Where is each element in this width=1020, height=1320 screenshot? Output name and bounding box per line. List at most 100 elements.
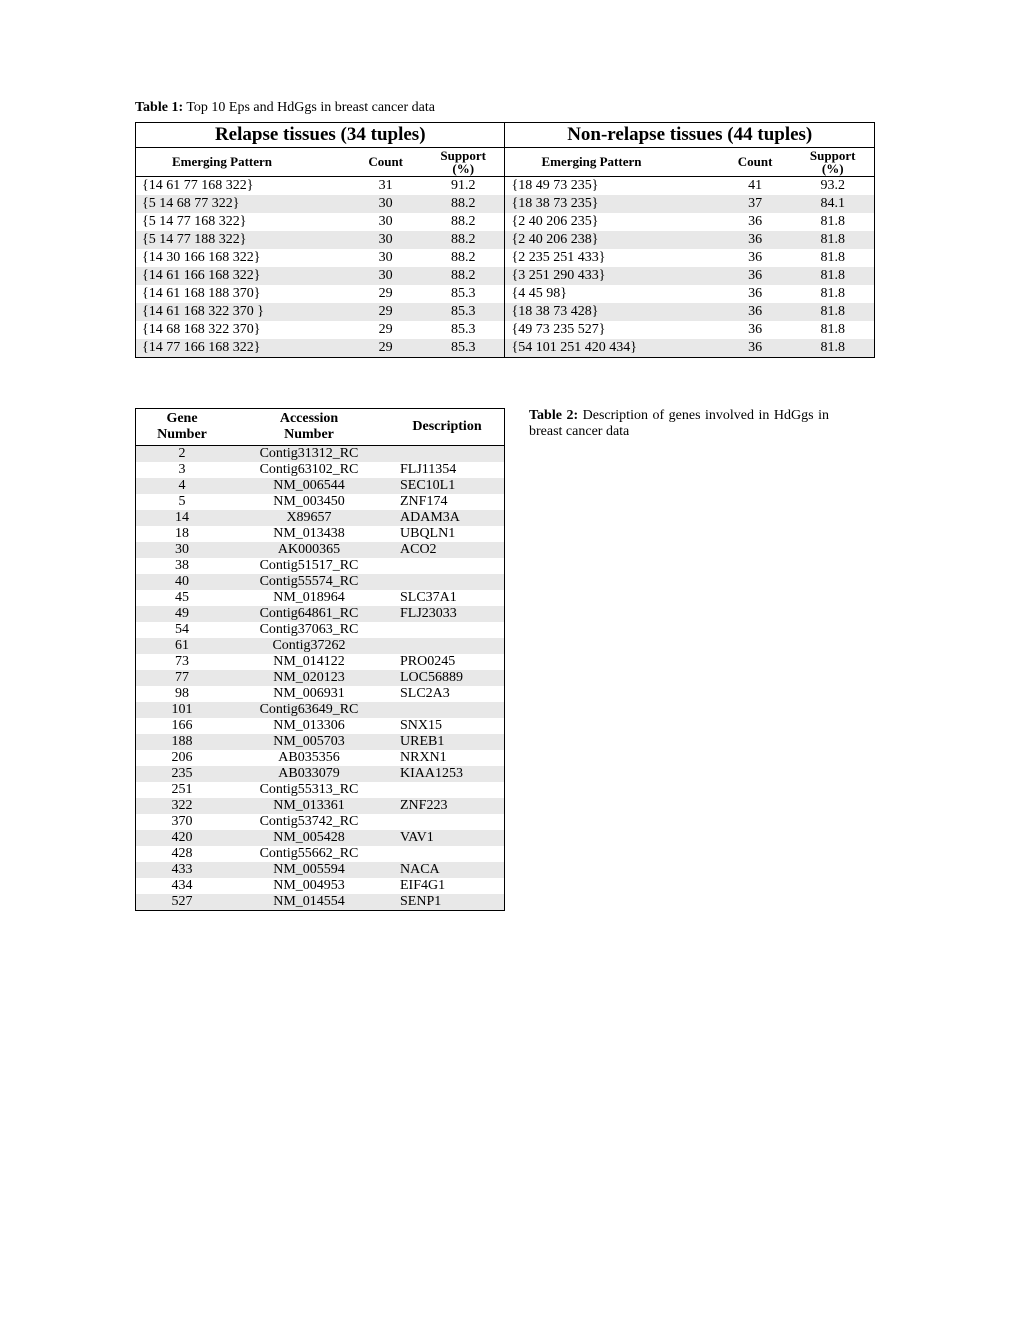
cell: 85.3 xyxy=(422,303,505,321)
table-row: 14X89657ADAM3A xyxy=(136,510,505,526)
table-row: 434NM_004953EIF4G1 xyxy=(136,878,505,894)
table-row: 61Contig37262 xyxy=(136,638,505,654)
cell: {3 251 290 433} xyxy=(505,267,719,285)
cell: 40 xyxy=(136,574,229,590)
table-row: 433NM_005594NACA xyxy=(136,862,505,878)
cell: 81.8 xyxy=(791,303,874,321)
th-count-right: Count xyxy=(719,148,791,177)
table-row: {5 14 68 77 322}3088.2{18 38 73 235}3784… xyxy=(136,195,875,213)
cell: FLJ11354 xyxy=(390,462,505,478)
table-row: 420NM_005428VAV1 xyxy=(136,830,505,846)
cell: 73 xyxy=(136,654,229,670)
th-support-left: Support(%) xyxy=(422,148,505,177)
cell: PRO0245 xyxy=(390,654,505,670)
table-row: {14 77 166 168 322}2985.3{54 101 251 420… xyxy=(136,339,875,358)
cell: 30 xyxy=(349,249,421,267)
table-row: 2Contig31312_RC xyxy=(136,446,505,463)
cell: NM_014122 xyxy=(228,654,390,670)
cell: 81.8 xyxy=(791,267,874,285)
table-row: 38Contig51517_RC xyxy=(136,558,505,574)
cell: 36 xyxy=(719,285,791,303)
cell: NM_013306 xyxy=(228,718,390,734)
cell xyxy=(390,622,505,638)
cell: 88.2 xyxy=(422,195,505,213)
th-ep-left: Emerging Pattern xyxy=(136,148,350,177)
cell: NM_013361 xyxy=(228,798,390,814)
table1: Relapse tissues (34 tuples) Non-relapse … xyxy=(135,122,875,358)
th-support-right: Support(%) xyxy=(791,148,874,177)
cell: Contig53742_RC xyxy=(228,814,390,830)
th-ep-right: Emerging Pattern xyxy=(505,148,719,177)
cell: EIF4G1 xyxy=(390,878,505,894)
cell: X89657 xyxy=(228,510,390,526)
cell: 18 xyxy=(136,526,229,542)
cell: ADAM3A xyxy=(390,510,505,526)
cell: NM_020123 xyxy=(228,670,390,686)
table-row: 322NM_013361ZNF223 xyxy=(136,798,505,814)
cell: ZNF223 xyxy=(390,798,505,814)
th-gene: GeneNumber xyxy=(136,409,229,446)
cell: 81.8 xyxy=(791,231,874,249)
cell: Contig63649_RC xyxy=(228,702,390,718)
table1-caption-text: Top 10 Eps and HdGgs in breast cancer da… xyxy=(183,100,435,115)
cell: 81.8 xyxy=(791,285,874,303)
cell: {49 73 235 527} xyxy=(505,321,719,339)
cell: AB033079 xyxy=(228,766,390,782)
cell: {54 101 251 420 434} xyxy=(505,339,719,358)
table-row: 77NM_020123LOC56889 xyxy=(136,670,505,686)
cell: AB035356 xyxy=(228,750,390,766)
cell: NM_006931 xyxy=(228,686,390,702)
cell: NM_005428 xyxy=(228,830,390,846)
cell: 251 xyxy=(136,782,229,798)
cell: ZNF174 xyxy=(390,494,505,510)
table-row: 206AB035356NRXN1 xyxy=(136,750,505,766)
cell: {14 30 166 168 322} xyxy=(136,249,350,267)
cell: {2 40 206 235} xyxy=(505,213,719,231)
table-row: 235AB033079KIAA1253 xyxy=(136,766,505,782)
table-row: 18NM_013438UBQLN1 xyxy=(136,526,505,542)
cell: NRXN1 xyxy=(390,750,505,766)
cell: Contig55662_RC xyxy=(228,846,390,862)
cell: VAV1 xyxy=(390,830,505,846)
cell: FLJ23033 xyxy=(390,606,505,622)
cell xyxy=(390,846,505,862)
cell: NM_003450 xyxy=(228,494,390,510)
cell: {5 14 68 77 322} xyxy=(136,195,350,213)
cell: 85.3 xyxy=(422,321,505,339)
table-row: 251Contig55313_RC xyxy=(136,782,505,798)
table-row: 98NM_006931SLC2A3 xyxy=(136,686,505,702)
cell: 420 xyxy=(136,830,229,846)
th-count-left: Count xyxy=(349,148,421,177)
cell: 30 xyxy=(349,231,421,249)
table1-caption-label: Table 1: xyxy=(135,100,183,115)
table2: GeneNumber AccessionNumber Description 2… xyxy=(135,408,505,911)
cell: {14 61 77 168 322} xyxy=(136,177,350,196)
cell: 527 xyxy=(136,894,229,911)
table-row: {14 61 168 322 370 }2985.3{18 38 73 428}… xyxy=(136,303,875,321)
table-row: 3Contig63102_RCFLJ11354 xyxy=(136,462,505,478)
cell: 14 xyxy=(136,510,229,526)
table-row: 101Contig63649_RC xyxy=(136,702,505,718)
cell: 38 xyxy=(136,558,229,574)
cell: 30 xyxy=(349,195,421,213)
table1-caption: Table 1: Top 10 Eps and HdGgs in breast … xyxy=(135,100,925,116)
cell: UBQLN1 xyxy=(390,526,505,542)
table-row: {5 14 77 188 322}3088.2{2 40 206 238}368… xyxy=(136,231,875,249)
cell: Contig31312_RC xyxy=(228,446,390,463)
cell: 30 xyxy=(349,267,421,285)
cell: NM_018964 xyxy=(228,590,390,606)
table-row: 527NM_014554SENP1 xyxy=(136,894,505,911)
cell: 30 xyxy=(136,542,229,558)
cell: 4 xyxy=(136,478,229,494)
table-row: {5 14 77 168 322}3088.2{2 40 206 235}368… xyxy=(136,213,875,231)
cell: 36 xyxy=(719,267,791,285)
table2-caption: Table 2: Description of genes involved i… xyxy=(529,408,829,440)
cell: 81.8 xyxy=(791,339,874,358)
cell: {2 235 251 433} xyxy=(505,249,719,267)
cell: 88.2 xyxy=(422,213,505,231)
cell: Contig37063_RC xyxy=(228,622,390,638)
table-row: 370Contig53742_RC xyxy=(136,814,505,830)
cell: SNX15 xyxy=(390,718,505,734)
cell: 98 xyxy=(136,686,229,702)
cell: ACO2 xyxy=(390,542,505,558)
